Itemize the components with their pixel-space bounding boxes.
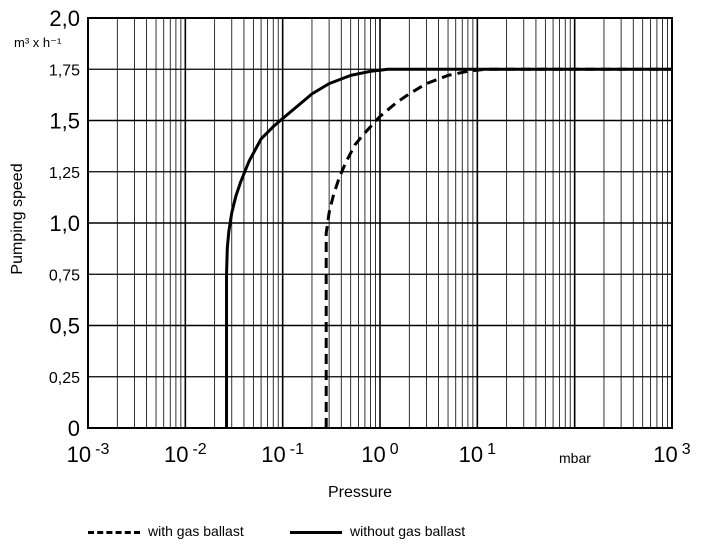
legend-solid-swatch: [290, 530, 342, 534]
legend-item-without-gas-ballast: without gas ballast: [290, 523, 465, 539]
x-axis-title: Pressure: [327, 484, 393, 501]
legend-label-with: with gas ballast: [148, 523, 244, 539]
y-axis-title: Pumping speed: [9, 163, 26, 275]
x-tick-label: 10 -1: [261, 441, 304, 467]
legend-item-with-gas-ballast: with gas ballast: [88, 523, 244, 539]
x-unit-label: mbar: [559, 450, 591, 466]
y-tick-label: 1,75: [49, 62, 80, 79]
y-tick-label: 0,75: [49, 267, 80, 284]
y-tick-label: 0,5: [49, 314, 80, 339]
series-layer: [225, 67, 672, 428]
y-tick-label: 2,0: [49, 6, 80, 31]
y-tick-label: 0: [68, 416, 80, 441]
grid: [87, 17, 673, 429]
plot-frame: [87, 17, 673, 429]
legend-label-without: without gas ballast: [350, 523, 466, 539]
x-tick-label: 10 -2: [164, 441, 207, 467]
x-tick-label: 10 1: [459, 441, 496, 467]
x-tick-label: 10 3: [653, 441, 690, 467]
x-tick-label: 10 0: [361, 441, 398, 467]
legend-dashed-swatch: [88, 530, 140, 534]
series-line-with-gas-ballast: [324, 67, 672, 428]
x-tick-label: 10 -3: [67, 441, 110, 467]
y-tick-label: 0,25: [49, 370, 80, 387]
y-unit-label: m³ x h⁻¹: [14, 35, 62, 50]
y-tick-label: 1,0: [49, 211, 80, 236]
y-tick-label: 1,25: [49, 165, 80, 182]
series-line-without-gas-ballast: [225, 67, 672, 428]
tick-labels: 0 0,25 0,5 0,75 1,0 1,25 1,5 1,75 2,0 10 -3 10 -2 10-…: [49, 6, 691, 467]
y-tick-label: 1,5: [49, 109, 80, 134]
